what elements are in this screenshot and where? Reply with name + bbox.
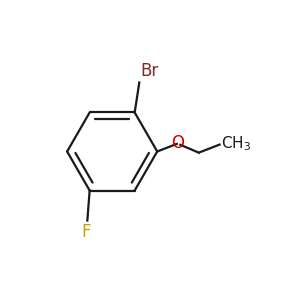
Text: F: F: [81, 223, 91, 241]
Text: CH$_3$: CH$_3$: [221, 134, 251, 153]
Text: Br: Br: [140, 62, 159, 80]
Text: O: O: [172, 134, 184, 152]
